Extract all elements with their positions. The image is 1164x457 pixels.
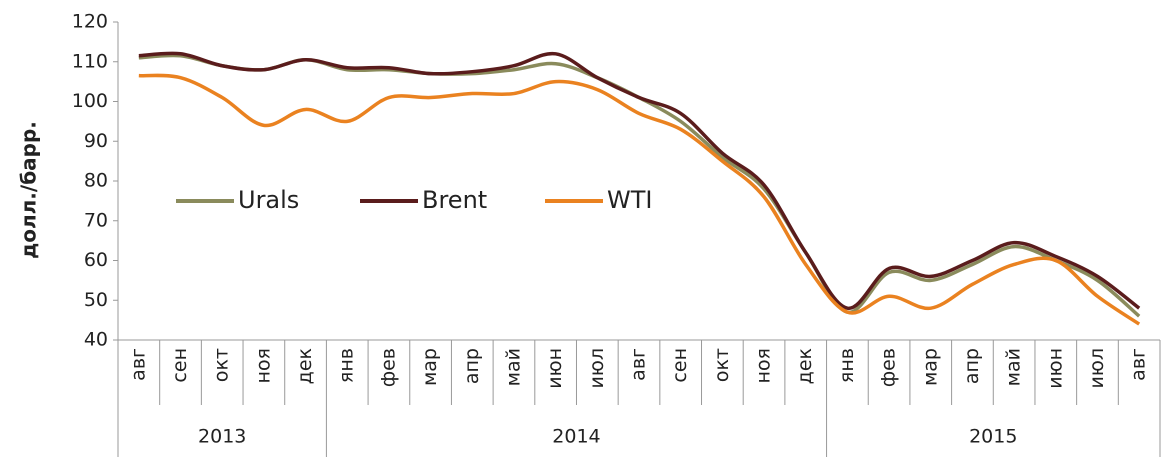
x-tick-label: ноя: [753, 348, 775, 383]
year-label: 2013: [198, 426, 246, 448]
x-tick-label: окт: [211, 348, 233, 382]
x-tick-label: янв: [836, 348, 858, 383]
x-tick-label: янв: [336, 348, 358, 383]
x-tick-label: июл: [586, 348, 608, 389]
legend-label: Urals: [238, 186, 299, 214]
x-tick-label: мар: [919, 348, 941, 386]
series-line: [138, 51, 1141, 310]
year-label: 2014: [552, 426, 600, 448]
x-tick-label: июн: [544, 348, 566, 389]
x-tick-label: июн: [1044, 348, 1066, 389]
y-axis-label: долл./барр.: [17, 121, 41, 259]
x-tick-label: мар: [419, 348, 441, 386]
series-line: [138, 73, 1141, 326]
x-tick-label: авг: [1128, 348, 1150, 381]
x-tick-label: авг: [127, 348, 149, 381]
y-tick-label: 50: [84, 289, 108, 311]
y-tick-label: 120: [72, 11, 108, 33]
x-tick-label: фев: [377, 348, 399, 387]
y-tick-label: 100: [72, 90, 108, 112]
y-tick-label: 80: [84, 170, 108, 192]
legend-label: WTI: [607, 186, 652, 214]
x-tick-label: сен: [669, 348, 691, 383]
y-tick-label: 60: [84, 249, 108, 271]
y-tick-label: 40: [84, 329, 108, 351]
x-tick-label: фев: [878, 348, 900, 387]
x-tick-label: май: [1003, 348, 1025, 386]
y-tick-label: 110: [72, 50, 108, 72]
x-tick-label: ноя: [252, 348, 274, 383]
y-tick-label: 70: [84, 209, 108, 231]
x-tick-label: авг: [628, 348, 650, 381]
x-tick-label: дек: [294, 348, 316, 384]
y-tick-label: 90: [84, 130, 108, 152]
x-tick-label: апр: [461, 348, 483, 384]
x-tick-label: июл: [1086, 348, 1108, 389]
x-tick-label: май: [502, 348, 524, 386]
year-label: 2015: [969, 426, 1017, 448]
x-tick-label: окт: [711, 348, 733, 382]
x-tick-label: дек: [794, 348, 816, 384]
x-tick-label: апр: [961, 348, 983, 384]
legend-label: Brent: [422, 186, 487, 214]
x-tick-label: сен: [169, 348, 191, 383]
